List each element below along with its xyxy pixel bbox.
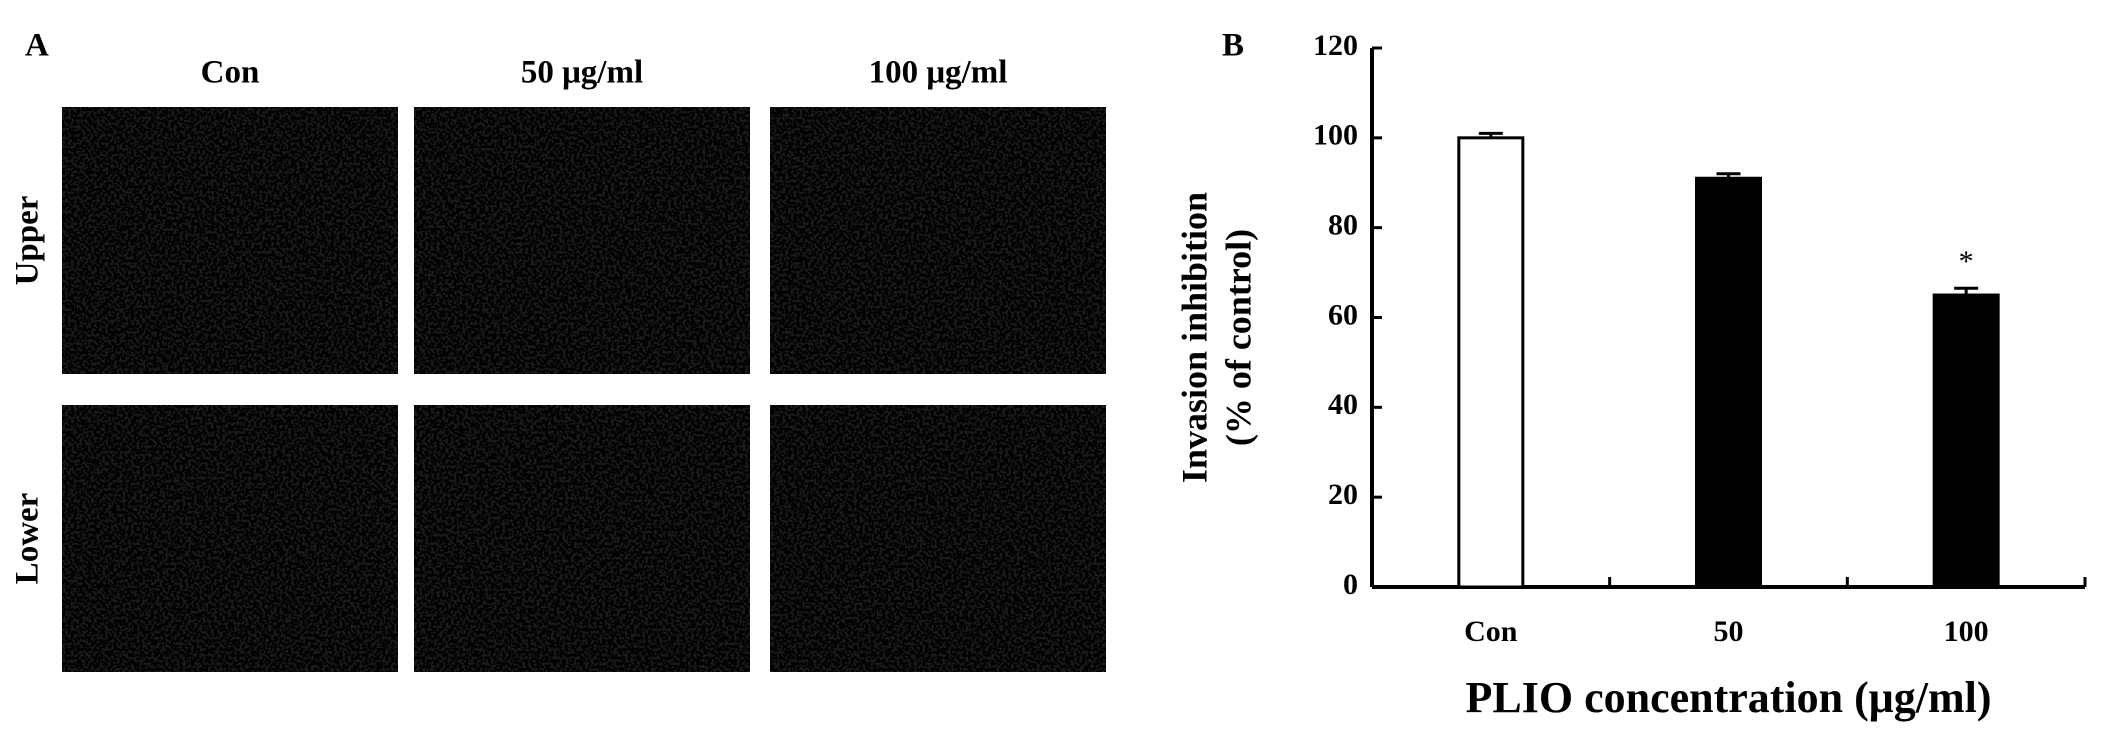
y-tick-label: 80 — [1328, 209, 1358, 242]
y-axis-label: Invasion inhibition — [1174, 192, 1214, 483]
panel-a: A Con 50 μg/ml 100 μg/ml Upper Lower — [10, 28, 1106, 672]
panel-label: A — [25, 28, 49, 64]
y-tick-label: 0 — [1343, 568, 1358, 601]
micrograph-cells — [62, 107, 398, 374]
y-axis-label: (% of control) — [1218, 229, 1258, 446]
bar — [1695, 176, 1762, 589]
x-tick-label: Con — [1464, 615, 1518, 648]
micrograph-cells — [62, 405, 398, 672]
x-axis-label: PLIO concentration (μg/ml) — [1466, 673, 1992, 722]
y-tick-label: 20 — [1328, 478, 1358, 511]
micrograph-cells — [770, 107, 1106, 374]
panel-b: B 0 20 40 60 80 100 120 Con 50 100 * PLIO concentra… — [1174, 28, 2087, 722]
x-tick-label: 50 — [1714, 615, 1744, 648]
row-label: Lower — [10, 493, 46, 585]
annotation: * — [1959, 245, 1974, 278]
panel-label: B — [1222, 28, 1244, 64]
column-label: 50 μg/ml — [521, 55, 643, 91]
y-tick-label: 60 — [1328, 298, 1358, 331]
x-tick-label: 100 — [1944, 615, 1989, 648]
micrograph-cells — [770, 405, 1106, 672]
row-label: Upper — [10, 196, 46, 286]
y-tick-label: 120 — [1313, 29, 1358, 62]
bar — [1932, 293, 2000, 589]
y-tick-label: 100 — [1313, 119, 1358, 152]
bar — [1457, 136, 1525, 589]
micrograph-cells — [414, 107, 750, 374]
column-label: 100 μg/ml — [869, 55, 1008, 91]
micrograph-cells — [414, 405, 750, 672]
y-tick-label: 40 — [1328, 388, 1358, 421]
column-label: Con — [201, 55, 260, 91]
